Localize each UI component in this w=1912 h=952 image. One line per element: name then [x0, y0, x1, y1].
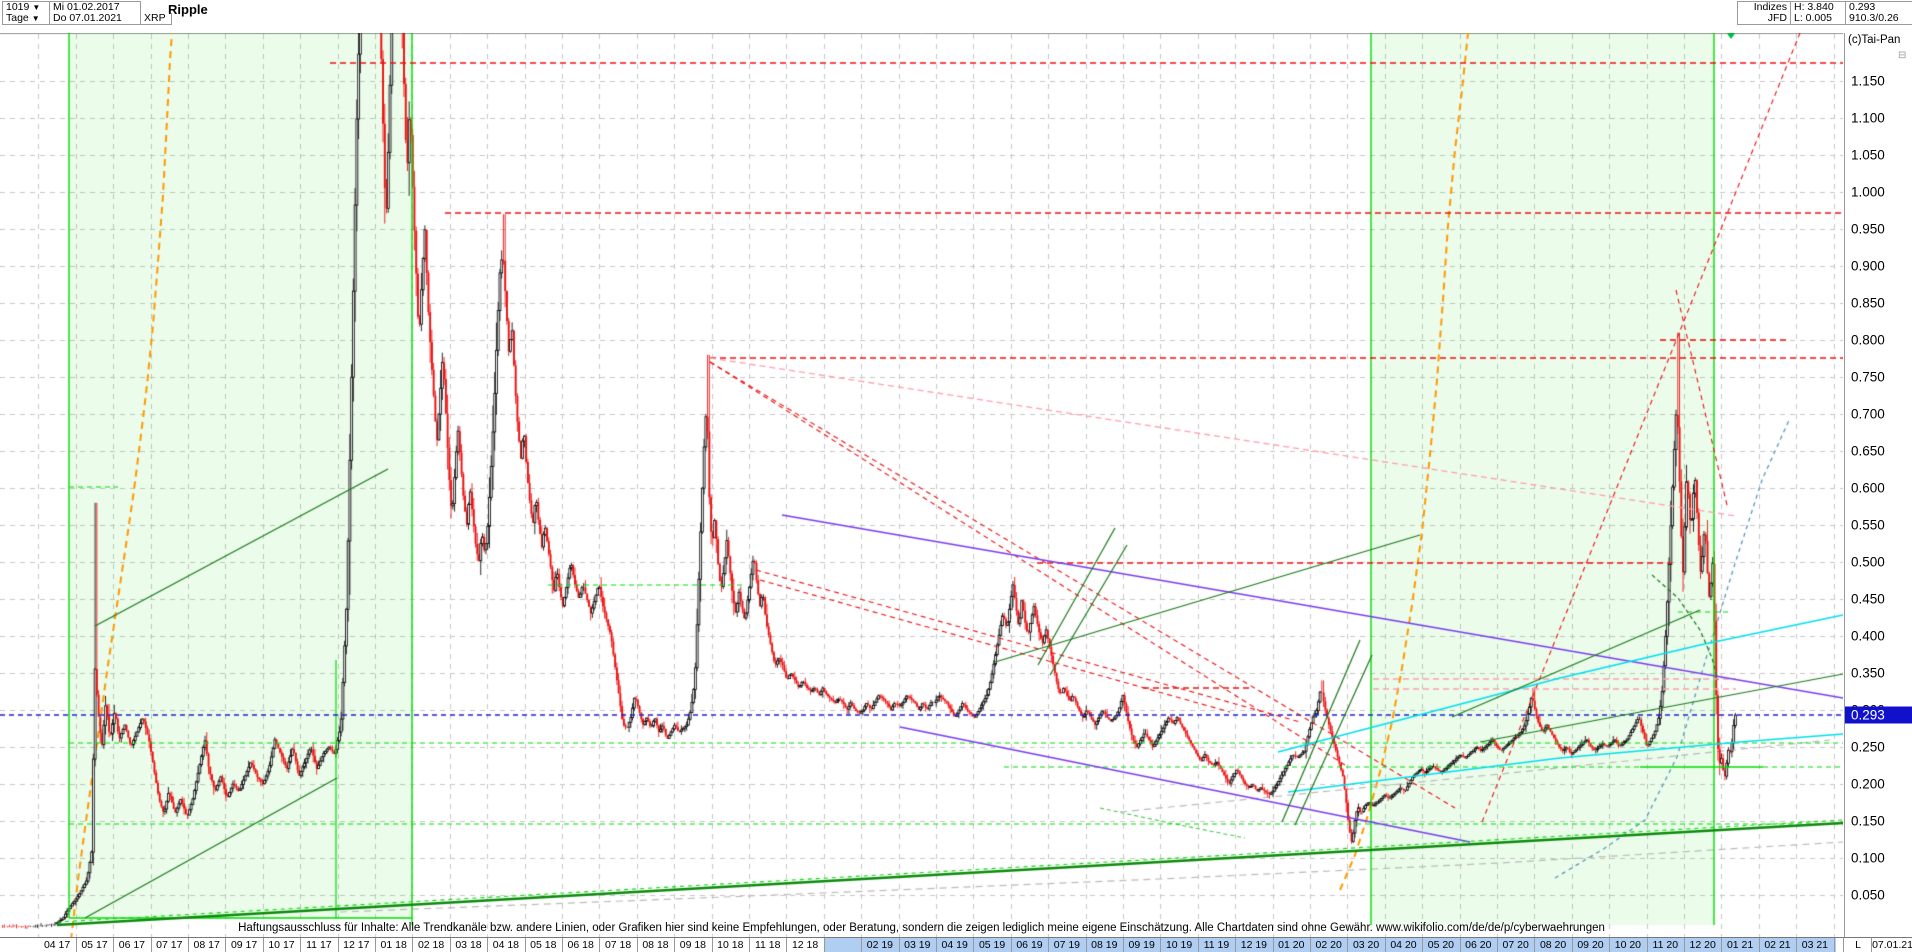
symbol-cell: XRP: [141, 13, 172, 25]
month-label: 03 18: [450, 938, 489, 952]
month-label: 05 18: [525, 938, 563, 952]
last-marker-cell: L: [1843, 937, 1872, 952]
month-label: 10 20: [1609, 938, 1648, 952]
copyright-label: (c)Tai-Pan: [1848, 34, 1901, 46]
month-label: 02 20: [1310, 938, 1349, 952]
month-label: 08 20: [1534, 938, 1573, 952]
month-label: 11 17: [300, 938, 339, 952]
month-label: 10 18: [712, 938, 750, 952]
month-label: 06 17: [113, 938, 152, 952]
month-label: 04 17: [38, 938, 77, 952]
price-axis-label: 0.700: [1851, 406, 1885, 422]
range-table: 1019 ▼ Mi 01.02.2017 Tage ▼ Do 07.01.2021 …: [2, 1, 172, 25]
price-axis-label: 1.000: [1851, 184, 1885, 200]
minus-box-icon[interactable]: ⊟: [1898, 50, 1907, 61]
month-label: 02 18: [412, 938, 451, 952]
price-axis-label: 1.150: [1851, 73, 1885, 89]
month-label: 04 19: [936, 938, 975, 952]
month-label: 12 17: [338, 938, 376, 952]
volume-label: 910.3/0.26: [1846, 13, 1912, 25]
month-label: 01 18: [375, 938, 414, 952]
price-axis-label: 0.050: [1851, 887, 1885, 903]
price-axis-label: 0.400: [1851, 628, 1885, 644]
timeline-highlight: [824, 938, 1836, 952]
last-price-label: 0.293: [1846, 1, 1912, 13]
price-axis-label: 0.100: [1851, 850, 1885, 866]
price-axis-label: 1.050: [1851, 147, 1885, 163]
price-axis-label: 0.650: [1851, 443, 1885, 459]
month-label: 11 19: [1198, 938, 1237, 952]
quote-table: Indizes H: 3.840 0.293 JFD L: 0.005 910.…: [1737, 1, 1912, 25]
month-label: [824, 938, 863, 952]
date-to-field[interactable]: Do 07.01.2021: [50, 13, 141, 25]
current-price-badge: 0.293: [1845, 706, 1912, 724]
price-axis-label: 0.750: [1851, 369, 1885, 385]
month-label: 06 19: [1011, 938, 1050, 952]
month-label: 12 18: [786, 938, 825, 952]
month-label: 03 19: [899, 938, 937, 952]
month-label: 01 21: [1721, 938, 1760, 952]
month-label: 04 20: [1385, 938, 1424, 952]
price-axis-label: 0.550: [1851, 517, 1885, 533]
date-from-field[interactable]: Mi 01.02.2017: [50, 1, 141, 13]
disclaimer-text: Haftungsausschluss für Inhalte: Alle Tre…: [238, 922, 1605, 934]
bars-count-dropdown[interactable]: 1019 ▼: [2, 1, 50, 13]
month-label: 08 17: [188, 938, 227, 952]
chevron-down-icon: ▼: [32, 3, 41, 12]
price-axis-label: 0.250: [1851, 739, 1885, 755]
price-axis-label: 0.150: [1851, 813, 1885, 829]
page-title: Ripple: [168, 2, 208, 17]
month-label: 03 20: [1347, 938, 1386, 952]
month-label: 11 20: [1647, 938, 1685, 952]
month-label: 06 18: [562, 938, 601, 952]
price-axis-label: 0.950: [1851, 221, 1885, 237]
month-label: 02 21: [1759, 938, 1798, 952]
time-axis[interactable]: 04 17 05 17 06 17 07 17 08 17 09 17 10 17 11 17…: [0, 937, 1843, 952]
month-label: 10 17: [263, 938, 302, 952]
chevron-down-icon: ▼: [31, 14, 40, 23]
last-date-cell: 07.01.21: [1871, 937, 1912, 952]
month-label: 04 18: [487, 938, 526, 952]
month-label: 12 19: [1235, 938, 1274, 952]
month-label: 09 19: [1123, 938, 1162, 952]
month-label: 09 20: [1572, 938, 1611, 952]
price-axis-label: 1.100: [1851, 110, 1885, 126]
price-axis-label: 0.200: [1851, 776, 1885, 792]
price-chart-canvas[interactable]: [0, 33, 1843, 937]
month-label: 07 18: [599, 938, 638, 952]
price-axis[interactable]: 0.0500.1000.1500.2000.2500.3000.3500.400…: [1844, 33, 1912, 937]
month-label: 08 19: [1086, 938, 1124, 952]
price-axis-label: 0.600: [1851, 480, 1885, 496]
price-axis-label: 0.800: [1851, 332, 1885, 348]
price-axis-label: 0.850: [1851, 295, 1885, 311]
month-label: 09 18: [674, 938, 713, 952]
broker-label: JFD: [1737, 13, 1791, 25]
month-label: 07 17: [151, 938, 189, 952]
month-label: 03 21: [1796, 938, 1835, 952]
chart-header: 1019 ▼ Mi 01.02.2017 Tage ▼ Do 07.01.2021 …: [0, 0, 1912, 28]
month-label: 11 18: [749, 938, 788, 952]
price-axis-label: 0.500: [1851, 554, 1885, 570]
period-dropdown[interactable]: Tage ▼: [2, 13, 50, 25]
price-axis-label: 0.350: [1851, 665, 1885, 681]
month-label: 09 17: [225, 938, 264, 952]
low-label: L: 0.005: [1791, 13, 1846, 25]
month-label: 05 20: [1422, 938, 1461, 952]
price-axis-label: 0.450: [1851, 591, 1885, 607]
month-label: 05 17: [76, 938, 115, 952]
month-label: 01 20: [1273, 938, 1311, 952]
month-label: 08 18: [637, 938, 676, 952]
price-axis-label: 0.900: [1851, 258, 1885, 274]
month-label: 10 19: [1160, 938, 1199, 952]
month-label: 07 20: [1497, 938, 1536, 952]
month-label: 06 20: [1460, 938, 1498, 952]
month-label: 05 19: [973, 938, 1012, 952]
month-label: 02 19: [861, 938, 900, 952]
exchange-label: Indizes: [1737, 1, 1791, 13]
month-label: 07 19: [1048, 938, 1087, 952]
high-label: H: 3.840: [1791, 1, 1846, 13]
month-label: 12 20: [1684, 938, 1723, 952]
